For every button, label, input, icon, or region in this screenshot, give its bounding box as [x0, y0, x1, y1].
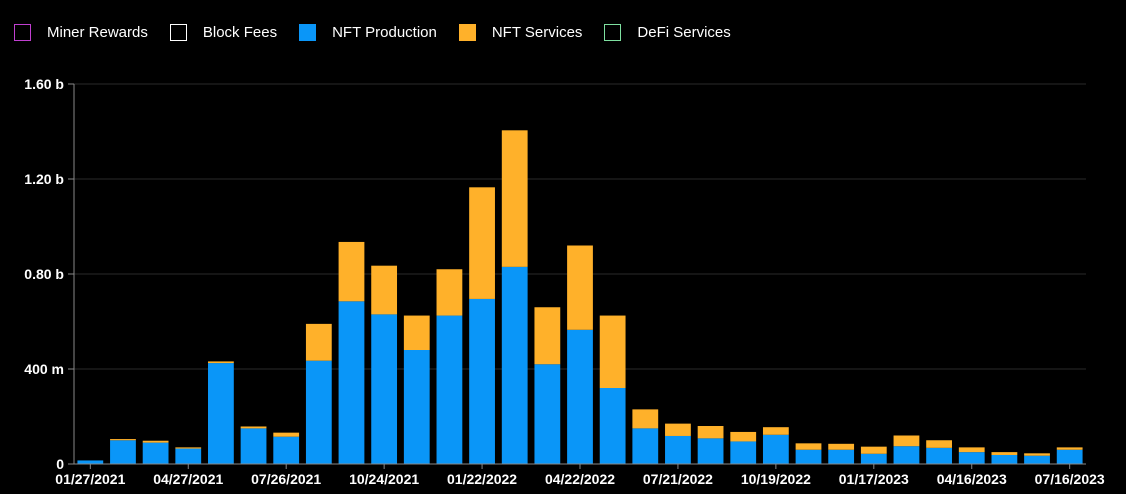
bar-nft-services-22[interactable] [795, 443, 822, 450]
bar-nft-production-7[interactable] [305, 360, 332, 464]
bar-nft-production-10[interactable] [403, 350, 430, 464]
legend-swatch-nft-services [458, 23, 476, 41]
bar-nft-production-4[interactable] [208, 363, 234, 464]
bar-nft-services-2[interactable] [142, 440, 169, 443]
bar-nft-services-27[interactable] [958, 447, 985, 453]
legend-item-block-fees[interactable]: Block Fees [169, 23, 278, 41]
bar-nft-services-3[interactable] [175, 447, 202, 449]
bar-nft-services-17[interactable] [632, 409, 659, 429]
bar-nft-services-16[interactable] [599, 315, 626, 388]
bar-nft-production-1[interactable] [110, 440, 136, 464]
bar-nft-services-12[interactable] [469, 187, 495, 299]
x-tick-label-5: 04/22/2022 [545, 471, 615, 487]
bar-nft-services-1[interactable] [110, 439, 136, 441]
bar-nft-production-6[interactable] [273, 436, 300, 464]
x-tick-label-1: 04/27/2021 [153, 471, 223, 487]
bar-nft-services-28[interactable] [991, 452, 1018, 455]
bar-nft-production-9[interactable] [371, 314, 398, 464]
legend-label-nft-production: NFT Production [332, 23, 437, 41]
bar-nft-services-15[interactable] [567, 245, 593, 330]
bar-nft-services-8[interactable] [338, 241, 365, 302]
legend-swatch-defi-services [604, 23, 622, 41]
bar-nft-production-20[interactable] [730, 441, 757, 464]
bar-nft-production-30[interactable] [1056, 449, 1083, 464]
x-tick-label-7: 10/19/2022 [741, 471, 811, 487]
bar-nft-production-12[interactable] [469, 298, 495, 464]
bar-nft-production-22[interactable] [795, 449, 822, 464]
legend: Miner Rewards Block Fees NFT Production NFT… [14, 20, 753, 44]
bar-nft-services-23[interactable] [828, 443, 855, 450]
bar-nft-services-6[interactable] [273, 432, 300, 437]
bar-nft-services-19[interactable] [697, 426, 724, 439]
legend-item-miner-rewards[interactable]: Miner Rewards [14, 23, 148, 41]
legend-swatch-nft-production [299, 23, 317, 41]
bar-nft-production-23[interactable] [828, 449, 855, 464]
legend-label-defi-services: DeFi Services [637, 23, 731, 41]
bar-nft-production-16[interactable] [599, 388, 626, 464]
bar-nft-production-14[interactable] [534, 364, 561, 464]
bar-nft-production-17[interactable] [632, 428, 659, 464]
bar-nft-production-11[interactable] [436, 315, 463, 464]
bar-nft-services-30[interactable] [1056, 447, 1083, 450]
bar-nft-services-14[interactable] [534, 307, 561, 365]
bar-nft-production-13[interactable] [501, 266, 528, 464]
bar-nft-services-26[interactable] [926, 440, 952, 448]
bar-nft-services-24[interactable] [860, 446, 887, 454]
legend-swatch-block-fees [169, 23, 187, 41]
bar-nft-production-3[interactable] [175, 448, 202, 464]
y-tick-label-3: 1.20 b [24, 171, 64, 187]
y-tick-label-2: 0.80 b [24, 266, 64, 282]
legend-label-block-fees: Block Fees [202, 23, 278, 41]
y-tick-label-1: 400 m [24, 361, 64, 377]
bar-nft-production-18[interactable] [665, 435, 691, 464]
bar-nft-production-27[interactable] [958, 452, 985, 464]
bar-nft-production-15[interactable] [567, 329, 593, 464]
bar-nft-services-20[interactable] [730, 431, 757, 442]
bar-nft-services-10[interactable] [403, 315, 430, 350]
bar-nft-services-18[interactable] [665, 423, 691, 436]
bar-nft-production-2[interactable] [142, 442, 169, 464]
bar-nft-services-13[interactable] [501, 130, 528, 267]
bar-nft-services-11[interactable] [436, 269, 463, 316]
bar-nft-production-26[interactable] [926, 447, 952, 464]
x-tick-label-8: 01/17/2023 [839, 471, 909, 487]
legend-item-nft-production[interactable]: NFT Production [299, 23, 437, 41]
x-tick-label-6: 07/21/2022 [643, 471, 713, 487]
legend-item-defi-services[interactable]: DeFi Services [604, 23, 731, 41]
x-tick-label-9: 04/16/2023 [937, 471, 1007, 487]
y-tick-label-4: 1.60 b [24, 76, 64, 92]
bar-nft-services-25[interactable] [893, 435, 920, 447]
bar-nft-production-28[interactable] [991, 454, 1018, 464]
legend-label-nft-services: NFT Services [491, 23, 583, 41]
bar-nft-services-29[interactable] [1024, 453, 1050, 456]
bar-nft-production-8[interactable] [338, 301, 365, 464]
x-tick-label-10: 07/16/2023 [1035, 471, 1105, 487]
y-tick-label-0: 0 [56, 456, 64, 472]
legend-swatch-miner-rewards [14, 23, 31, 41]
bar-nft-services-7[interactable] [305, 323, 332, 361]
legend-item-nft-services[interactable]: NFT Services [458, 23, 583, 41]
x-tick-label-4: 01/22/2022 [447, 471, 517, 487]
bar-nft-services-21[interactable] [762, 427, 789, 435]
bar-nft-services-5[interactable] [240, 426, 267, 429]
x-tick-label-0: 01/27/2021 [55, 471, 125, 487]
bar-nft-production-19[interactable] [697, 438, 724, 464]
x-tick-label-2: 07/26/2021 [251, 471, 321, 487]
bar-nft-production-29[interactable] [1024, 455, 1050, 464]
bar-nft-production-5[interactable] [240, 428, 267, 464]
bar-nft-services-4[interactable] [208, 361, 234, 364]
legend-label-miner-rewards: Miner Rewards [47, 23, 148, 41]
bar-nft-services-9[interactable] [371, 265, 398, 315]
bar-nft-production-21[interactable] [762, 434, 789, 464]
bar-nft-production-0[interactable] [77, 460, 104, 464]
x-tick-label-3: 10/24/2021 [349, 471, 419, 487]
bar-nft-production-24[interactable] [860, 453, 887, 464]
bar-nft-production-25[interactable] [893, 446, 920, 464]
